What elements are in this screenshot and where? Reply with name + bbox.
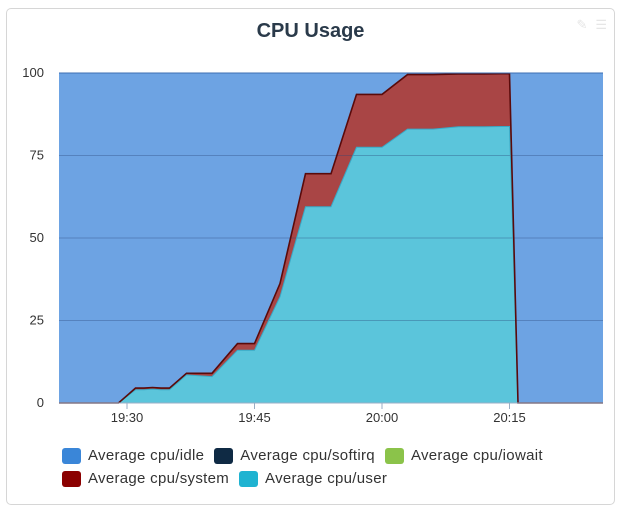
legend-item-idle[interactable]: Average cpu/idle — [62, 446, 204, 465]
pencil-icon[interactable]: ✎ — [576, 17, 588, 32]
y-tick-label: 50 — [30, 230, 44, 245]
legend-item-iowait[interactable]: Average cpu/iowait — [384, 446, 543, 465]
legend-item-softirq[interactable]: Average cpu/softirq — [214, 446, 375, 465]
legend-label: Average cpu/system — [88, 470, 230, 487]
x-tick-label: 19:45 — [238, 410, 271, 425]
legend-label: Average cpu/iowait — [410, 447, 543, 464]
y-tick-label: 25 — [30, 313, 44, 328]
legend-swatch — [62, 447, 81, 464]
y-tick-label: 100 — [22, 65, 44, 80]
cpu-usage-area-chart: 0 25 50 75 100 19:30 19:45 20:00 20:15 — [22, 65, 603, 425]
legend-swatch — [384, 447, 404, 464]
legend-label: Average cpu/idle — [88, 447, 205, 464]
y-tick-label: 75 — [30, 148, 44, 163]
series-area-idle — [59, 73, 603, 403]
x-tick-label: 20:00 — [366, 410, 399, 425]
chart-title: CPU Usage — [256, 20, 365, 42]
y-tick-label: 0 — [37, 395, 44, 410]
legend-item-user[interactable]: Average cpu/user — [239, 469, 387, 488]
legend-item-system[interactable]: Average cpu/system — [62, 469, 229, 488]
x-tick-label: 20:15 — [493, 410, 526, 425]
legend-swatch — [62, 470, 81, 487]
chart-legend: Average cpu/idle Average cpu/softirq Avera… — [62, 446, 602, 488]
legend-label: Average cpu/softirq — [240, 447, 375, 464]
legend-swatch — [214, 447, 234, 464]
menu-icon[interactable]: ☰ — [595, 17, 607, 32]
series-area-user — [59, 126, 603, 403]
x-tick-label: 19:30 — [111, 410, 144, 425]
chart-toolbar: ✎ ☰ — [576, 17, 607, 33]
legend-label: Average cpu/user — [265, 470, 388, 487]
legend-swatch — [239, 470, 259, 487]
